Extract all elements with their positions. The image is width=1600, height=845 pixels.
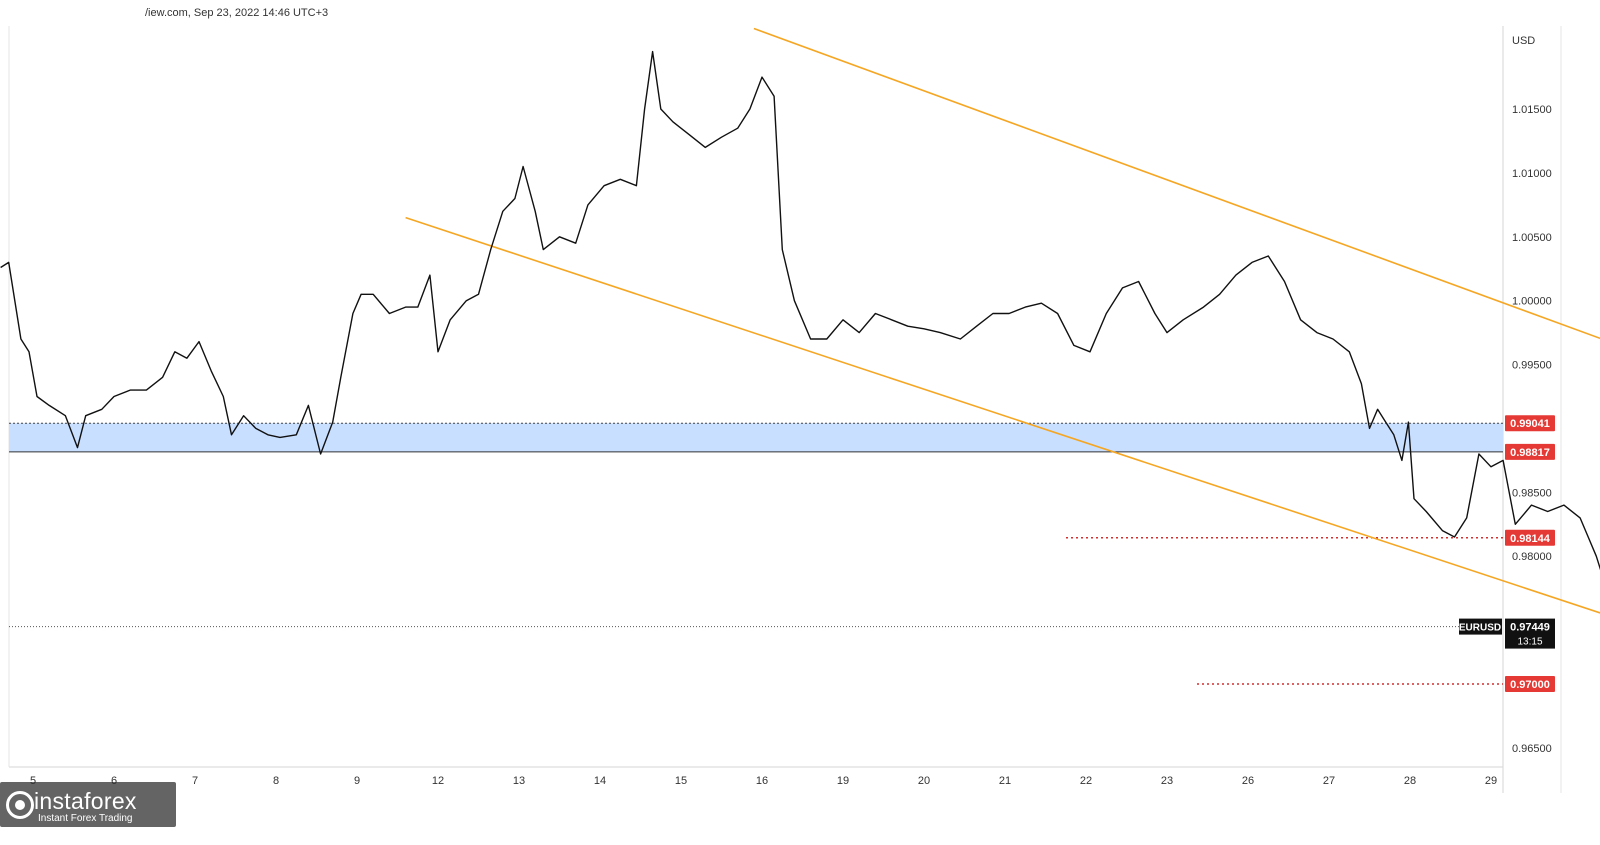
countdown-text: 13:15 xyxy=(1517,637,1542,648)
y-tick-label: 1.01000 xyxy=(1512,168,1552,180)
x-tick-label: 22 xyxy=(1080,775,1092,787)
level-badge-0.97000 xyxy=(1505,675,1555,692)
y-tick-label: 1.00500 xyxy=(1512,232,1552,244)
level-badge-text: 0.97000 xyxy=(1510,679,1550,691)
eurusd-price-line xyxy=(0,50,1600,571)
y-tick-label: 0.98500 xyxy=(1512,487,1552,499)
x-tick-label: 29 xyxy=(1485,775,1497,787)
chart-source-header: /iew.com, Sep 23, 2022 14:46 UTC+3 xyxy=(145,7,329,19)
x-tick-label: 19 xyxy=(837,775,849,787)
symbol-label: EURUSD xyxy=(1459,623,1501,634)
x-tick-label: 28 xyxy=(1404,775,1416,787)
logo-tagline: Instant Forex Trading xyxy=(38,813,133,824)
x-tick-label: 8 xyxy=(273,775,279,787)
logo-title: instaforex xyxy=(34,788,137,814)
y-tick-label: 1.00000 xyxy=(1512,296,1552,308)
channel-upper-line xyxy=(753,27,1600,340)
x-tick-label: 9 xyxy=(354,775,360,787)
x-tick-label: 20 xyxy=(918,775,930,787)
x-tick-label: 6 xyxy=(111,775,117,787)
x-tick-label: 27 xyxy=(1323,775,1335,787)
x-tick-label: 12 xyxy=(432,775,444,787)
x-tick-label: 21 xyxy=(999,775,1011,787)
level-badge-0.98144 xyxy=(1505,529,1555,546)
x-tick-label: 5 xyxy=(30,775,36,787)
level-badge-text: 0.98144 xyxy=(1510,533,1551,545)
currency-label: USD xyxy=(1512,35,1535,47)
x-tick-label: 16 xyxy=(756,775,768,787)
support-zone xyxy=(9,423,1503,452)
y-tick-label: 0.96500 xyxy=(1512,743,1552,755)
x-tick-label: 14 xyxy=(594,775,606,787)
y-tick-label: 1.01500 xyxy=(1512,104,1552,116)
x-tick-label: 7 xyxy=(192,775,198,787)
channel-lower-line xyxy=(405,216,1600,614)
level-badge-0.99041 xyxy=(1505,415,1555,432)
x-tick-label: 26 xyxy=(1242,775,1254,787)
y-tick-label: 0.99500 xyxy=(1512,360,1552,372)
x-tick-label: 23 xyxy=(1161,775,1173,787)
gear-icon xyxy=(6,791,34,819)
y-tick-label: 0.98000 xyxy=(1512,551,1552,563)
level-badge-text: 0.98817 xyxy=(1510,447,1550,459)
symbol-badge xyxy=(1459,618,1502,635)
level-badge-text: 0.99041 xyxy=(1510,418,1550,430)
instaforex-logo: instaforex Instant Forex Trading xyxy=(0,782,176,827)
level-badge-0.98817 xyxy=(1505,443,1555,460)
last-price-badge xyxy=(1505,618,1555,649)
x-tick-label: 13 xyxy=(513,775,525,787)
last-price-text: 0.97449 xyxy=(1510,622,1550,634)
x-tick-label: 15 xyxy=(675,775,687,787)
